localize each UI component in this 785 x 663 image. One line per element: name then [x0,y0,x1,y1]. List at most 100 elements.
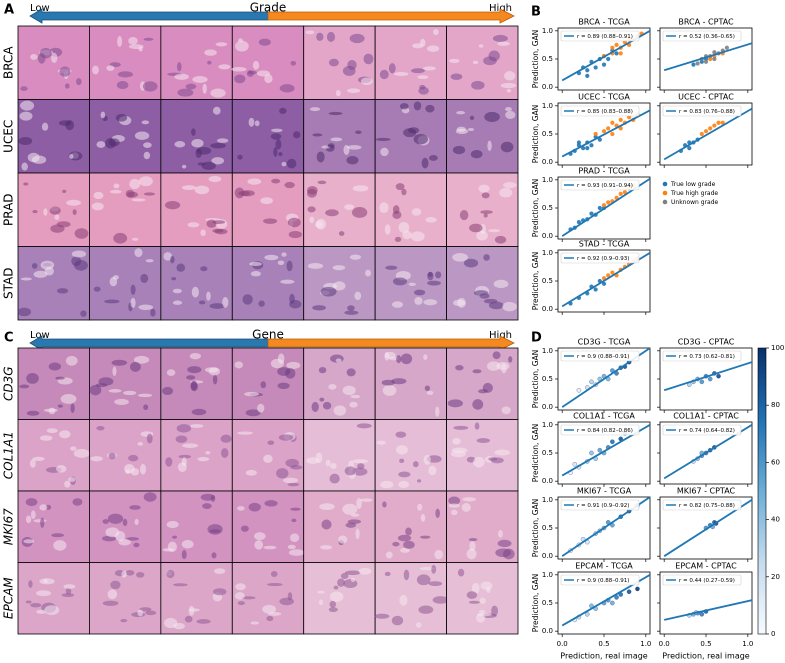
tissue-feature [279,107,287,115]
tissue-feature [400,547,410,553]
y-axis-label: Prediction, GAN [531,179,540,238]
tissue-feature [76,78,82,86]
y-axis-label: Prediction, GAN [531,499,540,558]
tissue-feature [423,354,428,361]
tissue-feature [107,513,124,524]
y-tick-label: 1.0 [542,571,553,579]
tissue-feature [307,206,316,213]
tissue-feature [64,480,71,488]
x-tick-label: 0.0 [557,640,568,648]
y-tick-label: 0.0 [542,305,553,313]
arrow-high-label: High [489,330,512,341]
tissue-feature [200,229,206,237]
legend-box [560,179,640,191]
tissue-feature [471,80,485,90]
tissue-feature [58,120,72,126]
tissue-feature [244,391,260,397]
tissue-feature [57,404,63,408]
tissue-feature [408,282,416,286]
tissue-feature [352,185,369,192]
tissue-feature [350,394,361,399]
arrow-low-label: Low [30,3,50,14]
legend-box [560,30,640,42]
tissue-feature [425,104,435,113]
tissue-feature [337,578,345,587]
tissue-feature [216,138,229,143]
tissue-feature [191,139,204,148]
tissue-feature [392,277,408,286]
tissue-feature [357,463,365,470]
tissue-feature [450,73,463,80]
tissue-feature [317,590,325,594]
tissue-feature [319,503,335,511]
tissue-feature [399,458,405,464]
y-axis-label: Prediction, GAN [531,424,540,483]
tissue-feature [19,384,30,389]
tissue-feature [396,444,408,455]
tissue-feature [392,541,400,547]
tissue-feature [266,616,274,622]
tissue-feature [210,495,216,502]
point [601,281,607,286]
point [618,117,623,123]
tissue-feature [165,457,173,467]
annotation: r = 0.92 (0.9–0.93) [577,256,629,262]
tissue-feature [332,281,346,291]
tissue-feature [206,291,211,301]
tissue-feature [403,128,417,138]
tissue-feature [405,527,412,536]
tissue-feature [36,609,47,614]
tissue-feature [398,222,410,233]
panel-label: A [4,3,14,18]
tissue-feature [347,145,362,150]
tissue-feature [413,101,422,111]
tissue-feature [20,86,28,91]
chart-title: STAD - TCGA [579,240,630,249]
chart-title: MKI67 - CPTAC [677,487,736,496]
tissue-feature [347,519,362,524]
tissue-feature [431,564,437,574]
tissue-feature [220,434,232,443]
arrow-high [267,8,515,24]
tissue-feature [184,615,193,623]
tissue-feature [432,596,449,604]
tissue-feature [43,408,58,413]
tissue-feature [189,353,201,360]
tissue-feature [451,509,458,516]
tissue-feature [236,506,245,511]
tissue-feature [488,301,504,310]
tissue-feature [248,117,255,127]
legend-box [560,499,640,511]
tissue-feature [466,548,477,560]
tissue-feature [74,260,88,271]
annotation: r = 0.9 (0.88–0.91) [577,354,629,360]
tissue-feature [212,374,218,385]
tissue-feature [417,503,423,511]
tissue-feature [338,535,348,544]
tissue-feature [395,431,407,438]
tissue-feature [205,451,211,455]
tissue-feature [358,567,372,575]
tissue-feature [278,152,283,157]
tissue-feature [328,384,337,390]
tissue-feature [476,438,491,443]
tissue-tile [374,419,447,492]
tissue-feature [218,64,231,70]
tissue-feature [457,297,466,308]
tissue-feature [423,299,438,306]
tissue-feature [470,149,483,159]
tissue-feature [321,519,332,530]
tissue-feature [207,60,212,65]
y-tick-label: 0.5 [542,277,553,285]
tissue-feature [329,473,340,484]
tissue-feature [410,231,425,242]
tissue-feature [478,609,486,614]
arrow-low [29,8,269,24]
tissue-feature [312,305,326,311]
tissue-feature [349,401,358,408]
tissue-feature [374,613,390,619]
tissue-feature [104,299,120,304]
tissue-feature [122,518,128,527]
point [572,462,577,467]
fit-line [663,599,752,621]
